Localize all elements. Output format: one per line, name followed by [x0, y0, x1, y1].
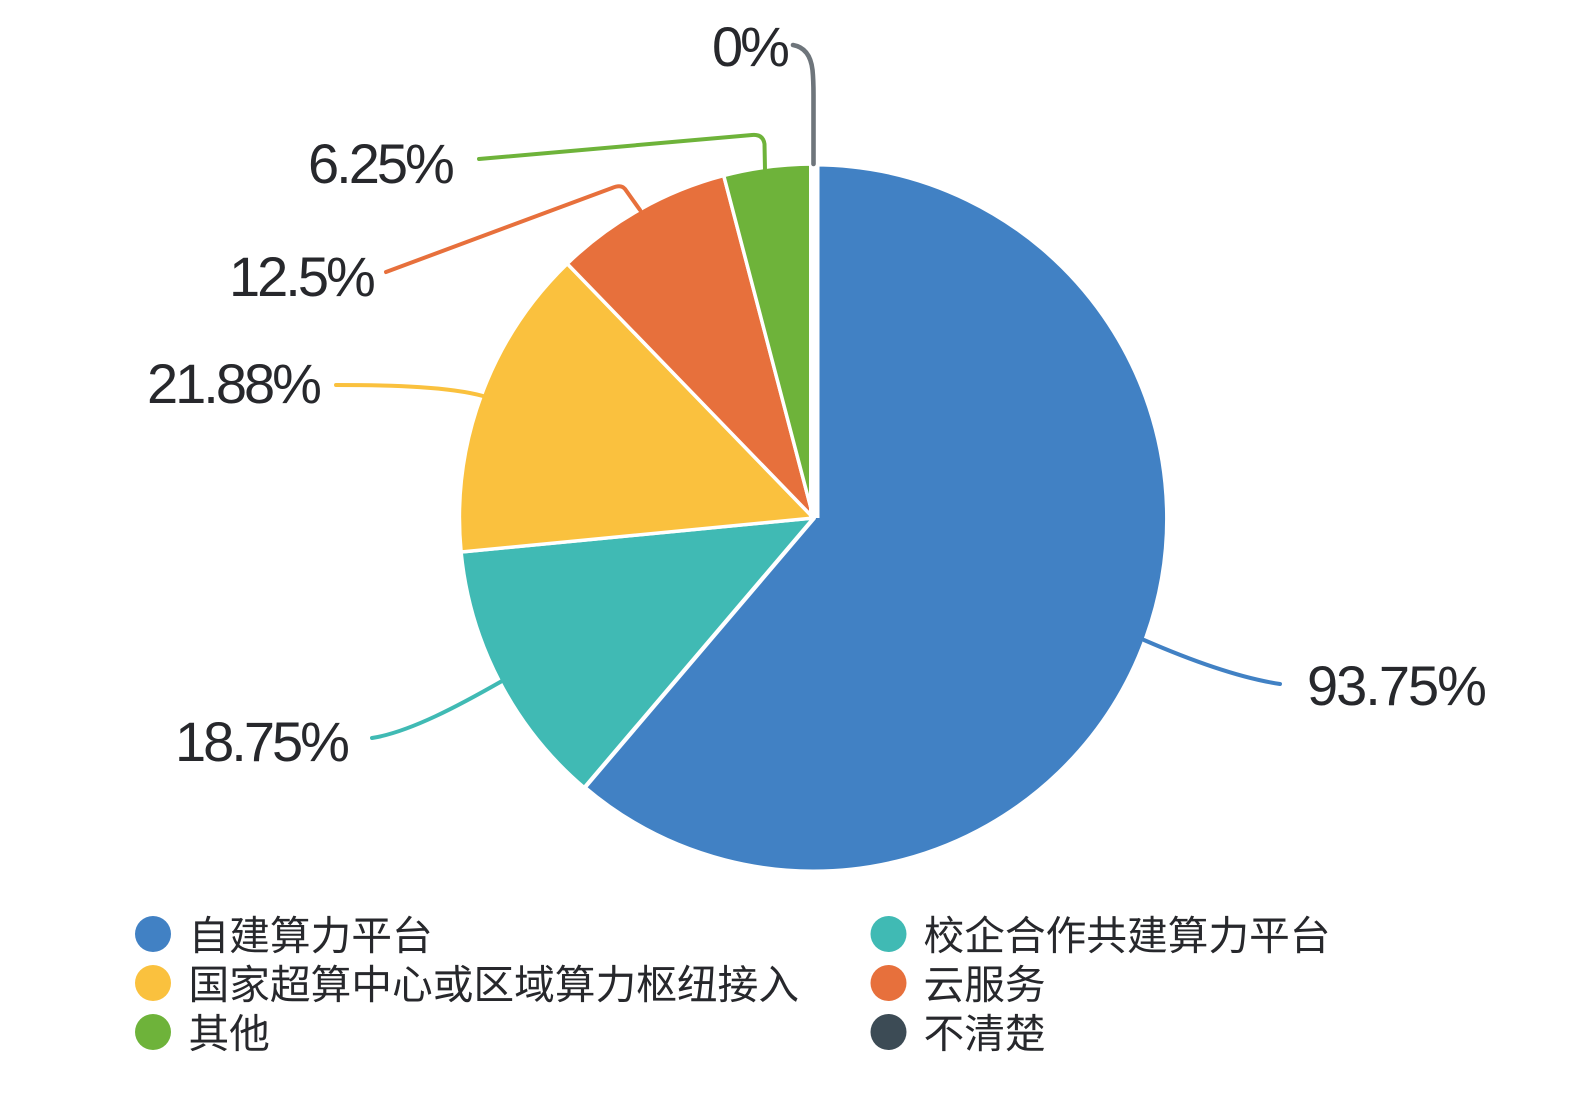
svg-text:18.75%: 18.75%	[175, 710, 348, 773]
svg-text:12.5%: 12.5%	[229, 245, 374, 308]
svg-text:93.75%: 93.75%	[1307, 654, 1485, 717]
svg-text:21.88%: 21.88%	[147, 352, 320, 415]
svg-text:0%: 0%	[712, 15, 788, 78]
svg-text:6.25%: 6.25%	[308, 132, 453, 195]
